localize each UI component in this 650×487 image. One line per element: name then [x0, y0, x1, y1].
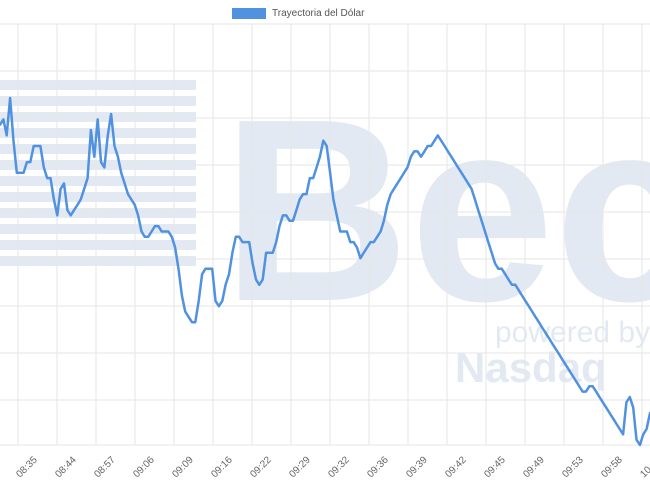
x-tick-label: 09:42	[443, 454, 469, 480]
x-tick-label: 09:39	[404, 454, 430, 480]
x-tick-label: 08:35	[14, 454, 40, 480]
x-tick-label: 09:53	[560, 454, 586, 480]
x-tick-label: 09:16	[209, 454, 235, 480]
x-tick-label: 09:58	[599, 454, 625, 480]
x-tick-label: 09:36	[365, 454, 391, 480]
x-tick-label: 09:22	[248, 454, 274, 480]
x-tick-label: 09:32	[326, 454, 352, 480]
watermark-text: Bec	[222, 66, 650, 356]
x-tick-label: 09:45	[482, 454, 508, 480]
x-tick-label: 09:09	[170, 454, 196, 480]
x-tick-label: 09:06	[131, 454, 157, 480]
legend-swatch	[232, 7, 266, 19]
x-tick-label: 08:57	[92, 454, 118, 480]
x-tick-label: 10	[638, 464, 650, 480]
x-tick-label: 08:44	[53, 454, 79, 480]
watermark-subtext: Nasdaq	[455, 344, 607, 391]
watermark-powered: powered by	[495, 316, 650, 349]
x-tick-label: 09:49	[521, 454, 547, 480]
series-line[interactable]	[0, 96, 650, 447]
chart-legend[interactable]: Trayectoria del Dólar	[232, 6, 364, 20]
grid	[0, 23, 650, 446]
x-axis-ticks: 08:35 08:44 08:57 09:06 09:09 09:16 09:22 09:29…	[14, 454, 650, 480]
x-tick-label: 09:29	[287, 454, 313, 480]
legend-label: Trayectoria del Dólar	[272, 7, 365, 19]
watermark-logo: Bec powered by Nasdaq	[0, 66, 650, 391]
